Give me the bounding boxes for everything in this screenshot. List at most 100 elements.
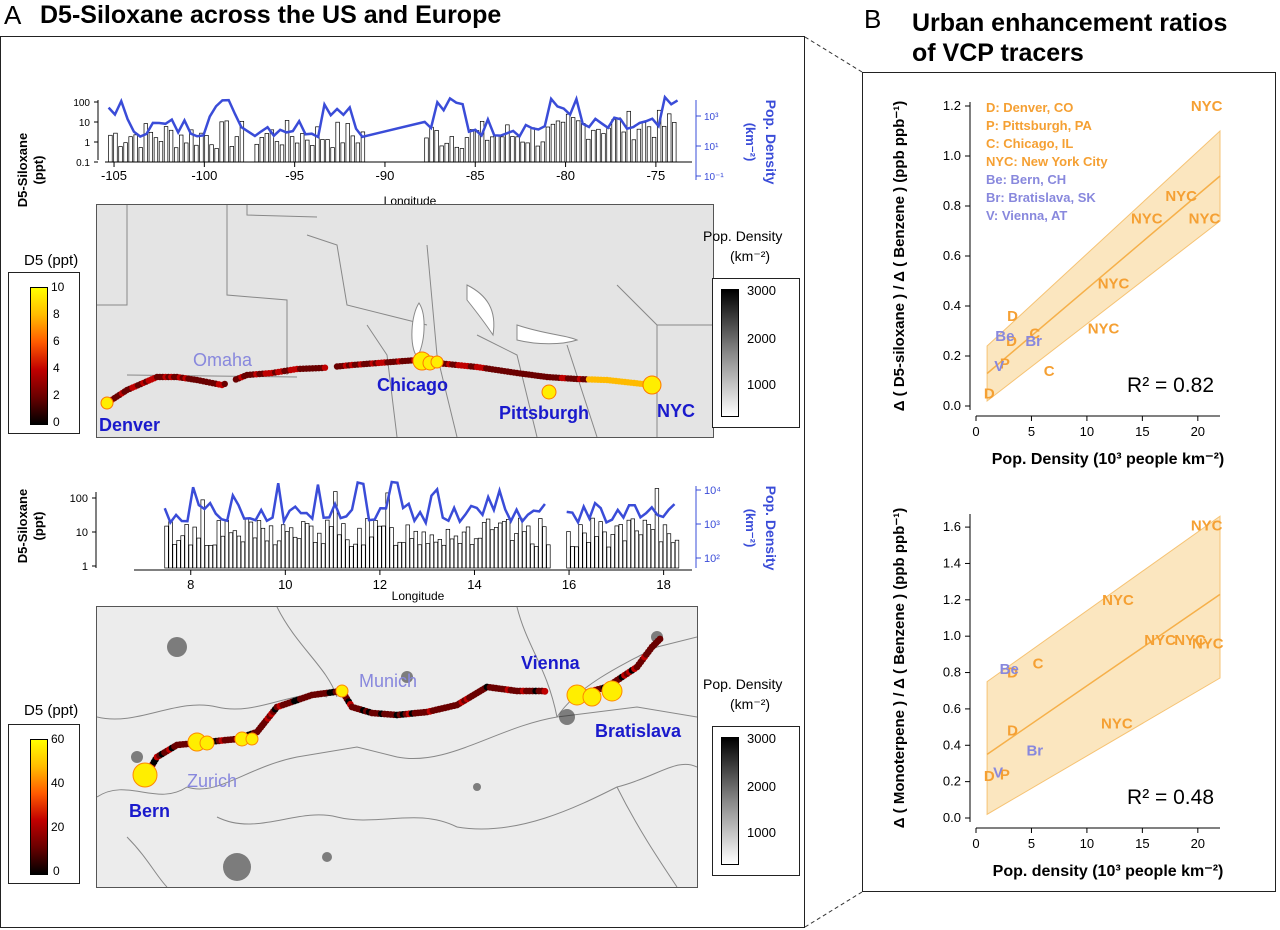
us-xtick-3: -90: [376, 168, 395, 183]
us-d5-colorbar: 10 8 6 4 2 0: [8, 272, 80, 434]
eu-bar-37: [313, 542, 318, 569]
us-xtick-2: -95: [285, 168, 304, 183]
eu-bar-44: [341, 523, 346, 569]
eu-bar-22: [252, 537, 258, 569]
eu-bar-79: [481, 522, 487, 569]
us-bar-70: [530, 127, 535, 163]
us-d5-tick-6: 6: [53, 334, 60, 348]
chart1-ytick-1: 0.2: [943, 348, 961, 363]
us-d5-tick-8: 8: [53, 307, 60, 321]
chart2-point-10: NYC: [1191, 517, 1223, 534]
eu-bar-90: [526, 525, 531, 569]
eu-bar-83: [498, 522, 503, 569]
us-bar-3: [123, 142, 128, 163]
monoterpene-benzene-scatter-chart: 0 5 10 15 200.00.20.40.60.81.01.21.41.6DDDPC…: [891, 508, 1224, 880]
us-bar-13: [174, 147, 179, 163]
us-bar-44: [340, 142, 345, 163]
eu-bar-45: [345, 539, 350, 569]
us-bar-61: [485, 139, 490, 163]
eu-bar-97: [570, 546, 575, 569]
eu-bar-122: [670, 542, 676, 569]
us-pop-colorbar-gradient: [721, 289, 739, 417]
eu-bar-123: [674, 539, 680, 569]
chart1-xtick-0: 0: [972, 424, 979, 439]
eu-bar-116: [646, 524, 652, 569]
us-bar-34: [289, 136, 295, 163]
panel-a-title: D5-Siloxane across the US and Europe: [40, 1, 502, 29]
panel-a-letter: A: [4, 0, 22, 30]
chart1-legend-0: D: Denver, CO: [986, 100, 1073, 115]
chart1-ylabel: Δ ( D5-siloxane ) / Δ ( Benzene ) (ppb p…: [891, 101, 908, 412]
eu-bar-8: [196, 537, 201, 569]
chart1-ytick-3: 0.6: [943, 248, 961, 263]
eu-bar-10: [204, 545, 209, 569]
eu-bar-96: [566, 531, 571, 569]
eu-bar-106: [606, 546, 611, 569]
city-label-munich: Munich: [359, 671, 418, 691]
chart2-xtick-3: 15: [1135, 836, 1149, 851]
chart1-xtick-3: 15: [1135, 424, 1149, 439]
city-label-zurich: Zurich: [187, 771, 238, 791]
us-bar-90: [631, 139, 636, 163]
eu-bar-105: [602, 531, 607, 569]
panel-b-frame: [862, 72, 1276, 892]
us-bar-80: [581, 123, 586, 163]
us-bar-11: [163, 126, 169, 163]
eu-bar-5: [184, 524, 189, 569]
chart1-point-10: NYC: [1189, 211, 1221, 228]
us-bar-54: [449, 136, 454, 163]
city-label-nyc: NYC: [657, 401, 696, 421]
eu-bar-57: [393, 544, 398, 569]
eu-density-line-2: [566, 500, 676, 526]
eu-bar-81: [489, 529, 495, 569]
eu-bar-71: [449, 538, 455, 569]
eu-bar-33: [297, 538, 302, 569]
eu-bar-47: [353, 543, 358, 569]
us-d5-colorbar-gradient: [30, 287, 48, 425]
eu-ytick-1: 10: [76, 527, 88, 539]
us-bar-45: [345, 123, 350, 163]
eu-bar-50: [365, 518, 370, 569]
chart2-ytick-3: 0.6: [943, 701, 961, 716]
eu-map: Vienna Munich Bratislava Zurich Bern: [96, 606, 698, 888]
panel-b-title-1: Urban enhancement ratios: [912, 9, 1228, 37]
eu-bar-91: [530, 543, 535, 569]
eu-xtick-1: 10: [278, 577, 292, 592]
eu-hotspot-7: [582, 687, 602, 707]
eu-xtick-0: 8: [187, 577, 194, 592]
us-bar-67: [515, 136, 520, 163]
us-d5-bar-chart: -105 -100 -95 -90 -85 -80 -75 100 10 1 0.1 10³ 10¹…: [15, 94, 779, 208]
us-bar-93: [646, 126, 652, 163]
us-bar-79: [576, 120, 581, 163]
us-bar-73: [545, 126, 551, 163]
eu-bar-112: [630, 518, 635, 569]
us-bar-25: [234, 136, 239, 163]
us-pop-tick-3000: 3000: [747, 283, 776, 298]
eu-bar-11: [208, 544, 213, 569]
eu-ylabel-right-2: (km⁻²): [743, 509, 758, 548]
us-track-point-42: [221, 380, 228, 388]
eu-pop-tick-2000: 2000: [747, 779, 776, 794]
chart1-legend-4: Be: Bern, CH: [986, 172, 1066, 187]
eu-d5-colorbar-title: D5 (ppt): [24, 702, 79, 719]
us-yrtick-2: 10⁻¹: [704, 172, 724, 183]
eu-bar-36: [309, 525, 314, 569]
us-bar-18: [199, 132, 204, 163]
chart2-ytick-7: 1.4: [943, 555, 961, 570]
eu-bar-30: [284, 531, 290, 569]
chart2-xtick-2: 10: [1080, 836, 1094, 851]
chart2-point-0: D: [984, 768, 995, 785]
us-d5-tick-4: 4: [53, 361, 60, 375]
us-bar-28: [259, 137, 264, 163]
us-bar-75: [555, 120, 561, 163]
us-bar-89: [626, 110, 631, 163]
eu-bar-3: [176, 540, 181, 569]
chart1-ytick-6: 1.2: [943, 98, 961, 113]
chart1-point-9: NYC: [1165, 188, 1197, 205]
chart1-ytick-0: 0.0: [943, 398, 961, 413]
eu-bar-109: [618, 524, 623, 569]
us-bar-84: [601, 133, 606, 163]
us-bar-31: [274, 141, 280, 163]
city-label-bern: Bern: [129, 801, 171, 821]
chart2-point-3: P: [1000, 766, 1010, 783]
